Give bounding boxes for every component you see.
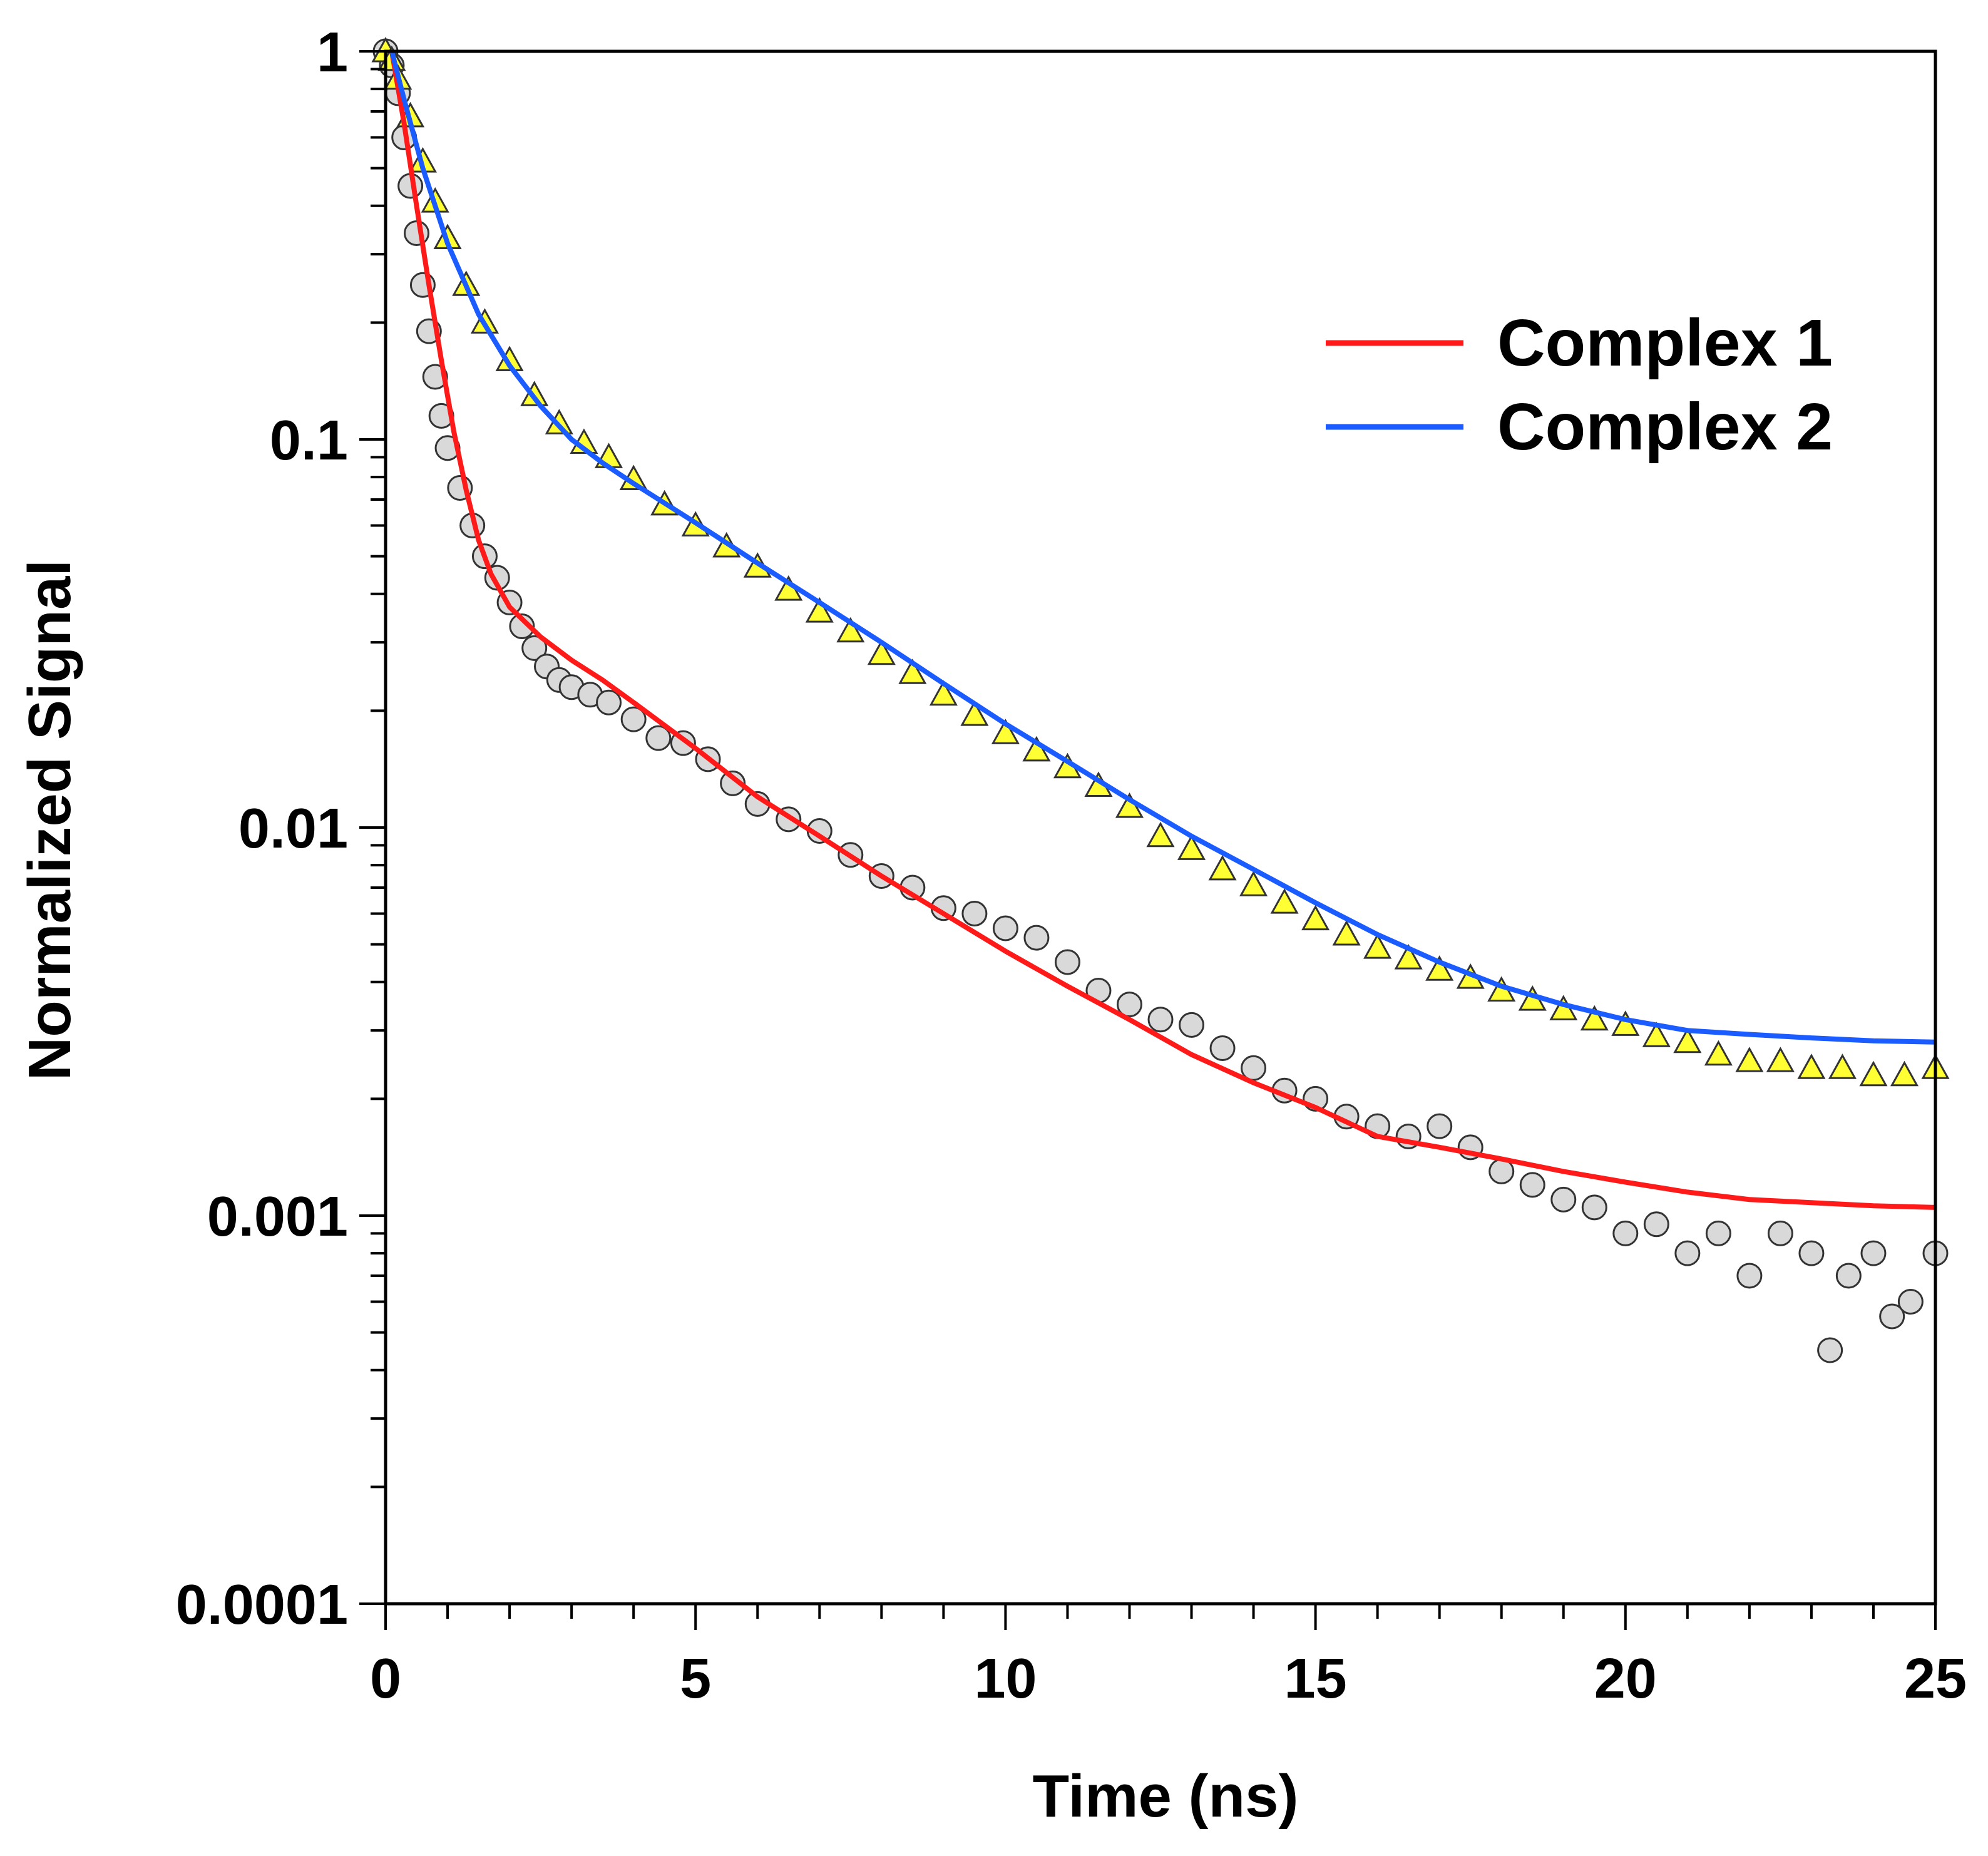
y-tick-label: 1 (317, 21, 348, 84)
complex-1-data-point (1241, 1055, 1267, 1081)
y-axis-tick-labels: 1 0.1 0.01 0.001 0.0001 (176, 21, 348, 1636)
complex-2-data-point (1766, 1047, 1795, 1072)
complex-1-data-point (1705, 1220, 1731, 1246)
complex-1-fit-line (389, 51, 1936, 1210)
complex-2-data-point (1735, 1047, 1764, 1072)
y-tick-label: 0.01 (238, 797, 348, 860)
x-tick-label: 5 (680, 1648, 711, 1710)
complex-2-data-point (867, 639, 896, 665)
complex-2-data-point (929, 680, 958, 706)
complex-2-data-point (991, 719, 1020, 744)
legend-label-complex-1: Complex 1 (1497, 306, 1833, 380)
complex-2-data-point (1890, 1060, 1919, 1087)
complex-1-data-point (1550, 1186, 1577, 1213)
complex-2-data-point (1828, 1054, 1857, 1079)
complex-2-data-point (898, 659, 927, 684)
complex-2-data-point (1394, 944, 1423, 970)
complex-2-data-point (1642, 1022, 1671, 1047)
complex-1-data-point (961, 901, 988, 927)
complex-1-data-point (1209, 1035, 1236, 1062)
y-tick-label: 0.001 (207, 1186, 348, 1248)
complex-1-data-point (1179, 1012, 1205, 1038)
complex-2-data-point (1363, 933, 1392, 959)
complex-2-data-point (836, 617, 865, 643)
complex-1-data-point (1023, 925, 1050, 951)
complex-2-data-point (1177, 834, 1206, 860)
complex-2-data-point (1704, 1040, 1733, 1066)
complex-1-data-point (1147, 1007, 1174, 1033)
complex-1-data-point (521, 635, 548, 661)
complex-2-data-point (1797, 1054, 1826, 1079)
complex-1-data-point (645, 725, 672, 751)
complex-2-data-point (1673, 1027, 1702, 1054)
complex-1-data-point (1835, 1263, 1862, 1289)
complex-2-data-point (1611, 1010, 1640, 1036)
complex-2-data-point (1146, 821, 1175, 848)
y-tick-label: 0.0001 (176, 1574, 348, 1636)
complex-2-data-point (1425, 955, 1454, 981)
x-tick-label: 20 (1594, 1648, 1657, 1710)
complex-2-data-point (1301, 905, 1330, 931)
complex-1-data-point (1054, 949, 1080, 975)
complex-1-data-point (1581, 1194, 1607, 1221)
complex-2-fit-line (389, 51, 1936, 1045)
complex-1-data-point (1860, 1240, 1887, 1266)
complex-1-data-point (1643, 1211, 1669, 1238)
complex-2-data-point (960, 700, 989, 726)
x-tick-label: 0 (370, 1648, 401, 1710)
x-axis-tick-labels: 0 5 10 15 20 25 (370, 1648, 1967, 1710)
complex-2-data-point (805, 597, 834, 623)
complex-1-data-point (1897, 1289, 1924, 1315)
x-axis-label: Time (ns) (1033, 1763, 1299, 1830)
y-tick-label: 0.1 (270, 409, 348, 472)
x-tick-label: 15 (1284, 1648, 1347, 1710)
legend: Complex 1 Complex 2 (1326, 306, 1833, 464)
x-tick-label: 10 (974, 1648, 1037, 1710)
complex-2-data-point (1270, 888, 1299, 914)
complex-1-data-point (1674, 1240, 1701, 1266)
complex-2-data-point (1332, 920, 1361, 946)
complex-1-data-point (1767, 1220, 1793, 1246)
complex-1-data-point (1817, 1337, 1843, 1363)
y-axis-ticks (359, 50, 386, 1605)
x-axis-ticks (384, 1604, 1937, 1630)
complex-2-data-point (1239, 871, 1268, 896)
complex-2-data-point (1208, 854, 1237, 881)
complex-1-data-point (509, 613, 535, 640)
complex-1-data-point (1116, 992, 1142, 1018)
complex-1-data-point (1519, 1172, 1545, 1198)
complex-2-data-point (1859, 1060, 1888, 1087)
complex-1-data-point (1612, 1220, 1639, 1246)
complex-1-data-point (1879, 1303, 1905, 1330)
complex-1-data-point (620, 706, 647, 732)
y-axis-label: Normalized Signal (16, 560, 83, 1080)
complex-1-data-point (404, 220, 430, 246)
complex-1-data-point (1427, 1113, 1453, 1139)
complex-1-data-point (1736, 1263, 1763, 1289)
complex-1-data-point (1798, 1240, 1825, 1266)
complex-1-data-point (596, 689, 622, 715)
complex-2-data-point (1580, 1005, 1609, 1031)
legend-label-complex-2: Complex 2 (1497, 390, 1833, 464)
x-tick-label: 25 (1904, 1648, 1967, 1710)
complex-1-data-point (992, 915, 1018, 941)
complex-1-data-point (720, 770, 746, 796)
